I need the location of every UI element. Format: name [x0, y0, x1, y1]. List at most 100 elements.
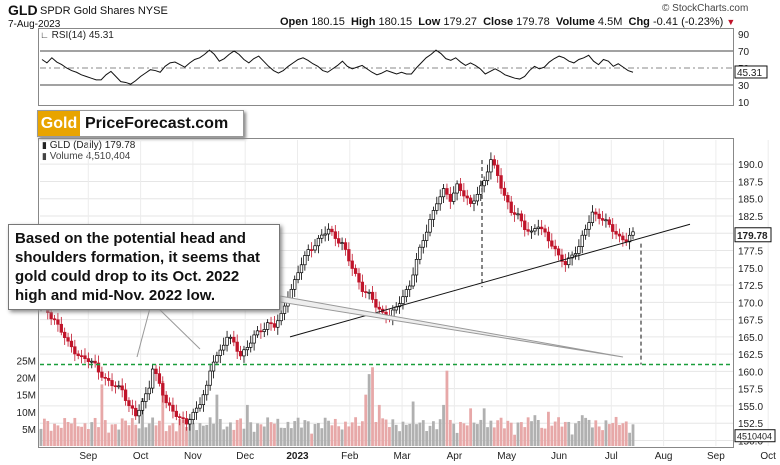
volume-bar: [158, 420, 161, 446]
volume-bar: [222, 429, 226, 446]
candle-body: [79, 355, 84, 358]
candle-body: [164, 394, 168, 404]
low-label: Low: [418, 16, 441, 28]
volume-bar: [428, 425, 432, 446]
volume-bar: [506, 420, 510, 446]
volume-bar: [560, 426, 564, 446]
volume-bar: [171, 423, 175, 446]
rsi-current-box: [734, 65, 768, 79]
candle-body: [458, 183, 463, 191]
candle-body: [137, 409, 141, 417]
volume-bar: [93, 417, 97, 446]
volume-bar: [611, 422, 615, 446]
candle-body: [533, 228, 537, 232]
candle-body: [282, 305, 287, 314]
x-tick-label: Sep: [79, 451, 97, 462]
price-tick-label: 157.5: [738, 385, 763, 396]
candle-body: [563, 261, 567, 266]
current-volume-box: [734, 429, 776, 443]
x-tick-label: Apr: [447, 451, 463, 462]
candle-body: [144, 393, 148, 402]
candle-body: [580, 234, 584, 247]
volume-bar: [259, 424, 263, 446]
volume-bar: [195, 430, 199, 446]
candle-body: [370, 291, 375, 300]
volume-bar: [492, 427, 496, 446]
candle-body: [309, 249, 314, 251]
x-tick-label: Oct: [133, 451, 149, 462]
candle-body: [485, 171, 490, 181]
candle-body: [245, 347, 250, 351]
volume-bar: [235, 419, 239, 446]
candle-body: [496, 164, 500, 176]
volume-bar: [320, 428, 324, 446]
volume-bar: [218, 418, 222, 446]
candle-body: [174, 410, 178, 417]
candle-body: [90, 360, 94, 363]
volume-bar: [601, 430, 604, 446]
ohlc-readout: Open 180.15 High 180.15 Low 179.27 Close…: [280, 16, 735, 28]
volume-bar: [76, 426, 80, 446]
candle-body: [617, 233, 622, 237]
copyright-text: © StockCharts.com: [662, 3, 749, 14]
volume-bar: [442, 404, 445, 446]
annotation-callout: Based on the potential head and shoulder…: [8, 224, 280, 310]
candle-body: [171, 404, 175, 412]
volume-bar: [540, 427, 544, 446]
candle-body: [627, 234, 632, 243]
candle-body: [516, 213, 520, 216]
volume-bar: [448, 419, 452, 446]
current-price-box: [734, 227, 772, 243]
candle-body: [272, 323, 277, 328]
volume-bar: [377, 404, 381, 446]
volume-bar: [174, 431, 178, 446]
volume-bar: [205, 424, 209, 446]
volume-bar: [80, 426, 83, 446]
volume-bar: [215, 394, 219, 446]
volume-bar: [198, 423, 202, 446]
candle-body: [347, 249, 351, 262]
close-value: 179.78: [516, 16, 550, 28]
candle-body: [468, 197, 473, 204]
volume-bar: [114, 424, 117, 446]
price-tick-label: 172.5: [738, 281, 763, 292]
volume-bar: [262, 426, 266, 446]
x-tick-label: Sep: [707, 451, 725, 462]
x-tick-label: Jul: [605, 451, 618, 462]
candle-body: [614, 231, 618, 235]
logo-site: PriceForecast.com: [85, 115, 229, 132]
price-tick-label: 177.5: [738, 247, 763, 258]
volume-bar: [49, 430, 53, 446]
candle-body: [418, 246, 422, 260]
candle-body: [188, 419, 192, 425]
volume-bar: [445, 370, 449, 446]
candle-body: [167, 402, 172, 406]
candle-body: [374, 299, 378, 308]
volume-bar: [63, 418, 67, 446]
volume-bar: [107, 432, 111, 446]
candle-body: [63, 331, 67, 338]
volume-tick-label: 20M: [17, 374, 36, 385]
volume-bar: [185, 426, 188, 446]
volume-bar: [161, 380, 165, 446]
candle-body: [134, 407, 138, 417]
candle-body: [215, 355, 219, 363]
candle-body: [83, 355, 87, 359]
candle-body: [550, 240, 554, 247]
security-name-text: SPDR Gold Shares: [40, 5, 135, 17]
volume-bar: [70, 423, 73, 446]
volume-bar: [469, 408, 473, 446]
candle-body: [455, 183, 459, 194]
volume-bar: [59, 427, 63, 446]
volume-bar: [97, 427, 100, 446]
candle-body: [367, 291, 371, 294]
candle-body: [306, 249, 310, 256]
low-value: 179.27: [443, 16, 477, 28]
price-tick-label: 167.5: [738, 316, 763, 327]
price-tick-label: 160.0: [738, 367, 763, 378]
candle-body: [107, 377, 111, 381]
volume-bar: [137, 428, 141, 446]
candle-body: [360, 281, 365, 292]
volume-bar: [316, 423, 320, 446]
